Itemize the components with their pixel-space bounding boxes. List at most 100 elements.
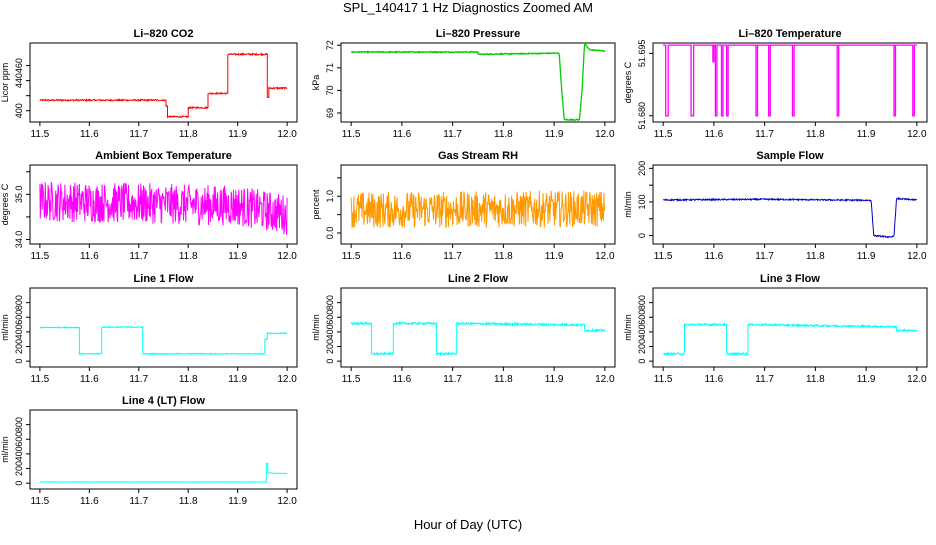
x-tick-label: 11.6: [705, 374, 724, 385]
x-tick-label: 12.0: [277, 374, 297, 385]
x-tick-label: 11.8: [179, 129, 198, 140]
x-tick-label: 11.6: [393, 251, 412, 262]
plot-frame: [652, 287, 928, 368]
x-tick-label: 11.5: [31, 374, 50, 385]
series-line: [662, 321, 918, 357]
plot-frame: [340, 42, 616, 123]
chart-panel-3: Li–820 Temperature degrees C 11.5 11.6 11.7 1…: [623, 28, 928, 140]
y-tick-label: 460: [14, 58, 24, 73]
x-tick-label: 11.8: [806, 129, 825, 140]
chart-title: Sample Flow: [756, 150, 824, 162]
y-axis-label: degrees C: [623, 61, 633, 103]
plot-frame: [340, 287, 616, 368]
y-tick-label: 0: [14, 359, 24, 364]
y-axis-label: ml/min: [623, 314, 633, 341]
x-tick-label: 11.7: [129, 374, 148, 385]
y-tick-label: 0: [637, 359, 647, 364]
series-line: [39, 181, 288, 235]
y-tick-label: 400: [325, 324, 335, 339]
y-tick-label: 800: [14, 417, 24, 432]
y-axis-label: ml/min: [311, 314, 321, 341]
series-line: [350, 320, 606, 357]
chart-title: Ambient Box Temperature: [95, 150, 232, 162]
y-tick-label: 70: [325, 85, 335, 95]
y-tick-label: 1.0: [325, 190, 335, 203]
plot-frame: [340, 164, 616, 245]
y-axis-label: Licor ppm: [0, 63, 10, 103]
x-tick-label: 12.0: [277, 251, 297, 262]
y-tick-label: 800: [637, 295, 647, 310]
x-tick-label: 11.8: [494, 129, 513, 140]
chart-title: Line 4 (LT) Flow: [122, 395, 205, 407]
x-tick-label: 11.8: [179, 251, 198, 262]
y-axis-label: ml/min: [0, 436, 10, 463]
x-tick-label: 11.8: [494, 374, 513, 385]
x-tick-label: 11.6: [80, 129, 99, 140]
x-tick-label: 11.6: [705, 129, 724, 140]
chart-panel-6: Sample Flow ml/min 11.5 11.6 11.7 11.8 11.9 12.…: [623, 150, 928, 262]
y-axis-label: degrees C: [0, 183, 10, 225]
y-tick-label: 69: [325, 108, 335, 118]
x-tick-label: 11.6: [705, 251, 724, 262]
x-tick-label: 12.0: [595, 251, 615, 262]
x-tick-label: 11.5: [654, 251, 673, 262]
x-tick-label: 11.5: [342, 251, 361, 262]
chart-title: Li–820 Pressure: [436, 28, 520, 40]
series-line: [351, 43, 606, 122]
x-tick-label: 11.6: [393, 129, 412, 140]
y-tick-label: 600: [14, 310, 24, 325]
y-tick-label: 600: [325, 310, 335, 325]
chart-panel-2: Li–820 Pressure kPa 11.5 11.6 11.7 11.8 11.9 12…: [311, 28, 616, 140]
x-tick-label: 12.0: [907, 374, 927, 385]
x-tick-label: 12.0: [595, 129, 615, 140]
x-tick-label: 11.5: [31, 496, 50, 507]
plot-frame: [29, 164, 298, 245]
x-tick-label: 11.7: [755, 251, 774, 262]
series-line: [663, 196, 918, 239]
x-tick-label: 11.6: [393, 374, 412, 385]
x-tick-label: 12.0: [277, 496, 297, 507]
chart-title: Gas Stream RH: [438, 150, 518, 162]
x-tick-label: 11.9: [228, 251, 247, 262]
x-tick-label: 11.9: [228, 129, 247, 140]
chart-panel-7: Line 1 Flow ml/min 11.5 11.6 11.7 11.8 11.9 12.…: [0, 273, 298, 385]
x-tick-label: 11.8: [179, 496, 198, 507]
y-tick-label: 0: [325, 359, 335, 364]
y-tick-label: 51.680: [637, 102, 647, 130]
y-tick-label: 800: [325, 295, 335, 310]
chart-panel-9: Line 3 Flow ml/min 11.5 11.6 11.7 11.8 11.9 12.…: [623, 273, 928, 385]
y-tick-label: 600: [637, 310, 647, 325]
x-tick-label: 12.0: [277, 129, 297, 140]
x-tick-label: 11.9: [545, 129, 564, 140]
x-tick-label: 11.9: [545, 251, 564, 262]
x-tick-label: 11.6: [80, 374, 99, 385]
y-axis-label: ml/min: [623, 191, 633, 218]
y-tick-label: 0.0: [325, 227, 335, 240]
x-tick-label: 11.9: [857, 129, 876, 140]
x-tick-label: 11.7: [755, 129, 774, 140]
x-tick-label: 11.8: [806, 374, 825, 385]
y-tick-label: 0: [14, 481, 24, 486]
y-tick-label: 200: [14, 461, 24, 476]
x-tick-label: 11.5: [654, 374, 673, 385]
y-tick-label: 800: [14, 295, 24, 310]
x-tick-label: 11.7: [129, 129, 148, 140]
chart-title: Line 3 Flow: [760, 273, 820, 285]
chart-panel-1: Li–820 CO2 Licor ppm 11.5 11.6 11.7 11.8 11.9 1…: [0, 28, 298, 140]
y-tick-label: 600: [14, 432, 24, 447]
series-line: [39, 325, 288, 356]
chart-panel-5: Gas Stream RH percent 11.5 11.6 11.7 11.8 11.9…: [311, 150, 616, 262]
y-axis-label: kPa: [311, 75, 321, 91]
chart-panel-8: Line 2 Flow ml/min 11.5 11.6 11.7 11.8 11.9 12.…: [311, 273, 616, 385]
x-tick-label: 11.5: [654, 129, 673, 140]
y-tick-label: 35.0: [14, 186, 24, 204]
y-tick-label: 100: [637, 194, 647, 209]
x-tick-label: 11.7: [443, 129, 462, 140]
y-tick-label: 51.695: [637, 40, 647, 68]
y-tick-label: 72: [325, 40, 335, 50]
x-tick-label: 11.5: [31, 251, 50, 262]
x-tick-label: 11.6: [80, 251, 99, 262]
x-tick-label: 11.9: [228, 374, 247, 385]
series-line: [350, 190, 606, 229]
